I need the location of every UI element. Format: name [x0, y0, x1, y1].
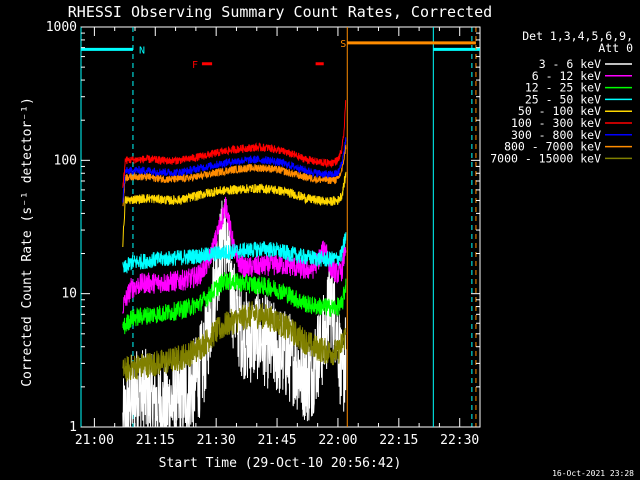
y-tick-label: 100	[54, 153, 77, 168]
flare-label: F	[192, 60, 198, 71]
legend-header-attenuator: Att 0	[598, 41, 633, 55]
chart-title: RHESSI Observing Summary Count Rates, Co…	[68, 3, 492, 21]
x-tick-label: 22:15	[379, 433, 418, 448]
legend-label: 100 - 300 keV	[511, 116, 601, 130]
series-line	[122, 272, 347, 335]
x-tick-label: 22:00	[318, 433, 357, 448]
legend-label: 7000 - 15000 keV	[490, 151, 601, 165]
legend-label: 3 - 6 keV	[539, 57, 601, 71]
series-layer	[122, 99, 347, 428]
x-tick-label: 21:15	[136, 433, 175, 448]
y-axis-label: Corrected Count Rate (s⁻¹ detector⁻¹)	[20, 97, 35, 387]
legend-label: 6 - 12 keV	[532, 69, 601, 83]
legend-label: 50 - 100 keV	[518, 104, 601, 118]
saa-label: S	[340, 39, 346, 50]
axes: 1 10 100 1000 21:00 21:15 21:30 21:45 22:00 22:15…	[46, 20, 481, 448]
night-label: N	[139, 45, 145, 56]
series-line	[122, 232, 347, 274]
series-line	[122, 137, 347, 203]
x-tick-label: 21:45	[257, 433, 296, 448]
legend-label: 25 - 50 keV	[525, 92, 601, 106]
series-line	[122, 198, 347, 428]
series-line	[122, 196, 347, 314]
y-tick-label: 10	[61, 287, 77, 302]
y-tick-label: 1	[69, 420, 77, 435]
x-tick-label: 21:30	[197, 433, 236, 448]
x-tick-label: 22:30	[440, 433, 479, 448]
x-axis-label: Start Time (29-Oct-10 20:56:42)	[159, 456, 402, 471]
series-line	[122, 171, 347, 248]
y-tick-label: 1000	[46, 20, 77, 35]
x-tick-label: 21:00	[75, 433, 114, 448]
legend-label: 800 - 7000 keV	[504, 140, 601, 154]
footer-timestamp: 16-Oct-2021 23:28	[552, 469, 634, 478]
annotation-layer: N S F	[80, 27, 480, 427]
legend-label: 300 - 800 keV	[511, 128, 601, 142]
series-line	[122, 144, 347, 207]
legend-header-detectors: Det 1,3,4,5,6,9,	[522, 29, 633, 43]
legend-label: 12 - 25 keV	[525, 81, 601, 95]
series-line	[122, 301, 347, 382]
series-line	[122, 99, 347, 188]
